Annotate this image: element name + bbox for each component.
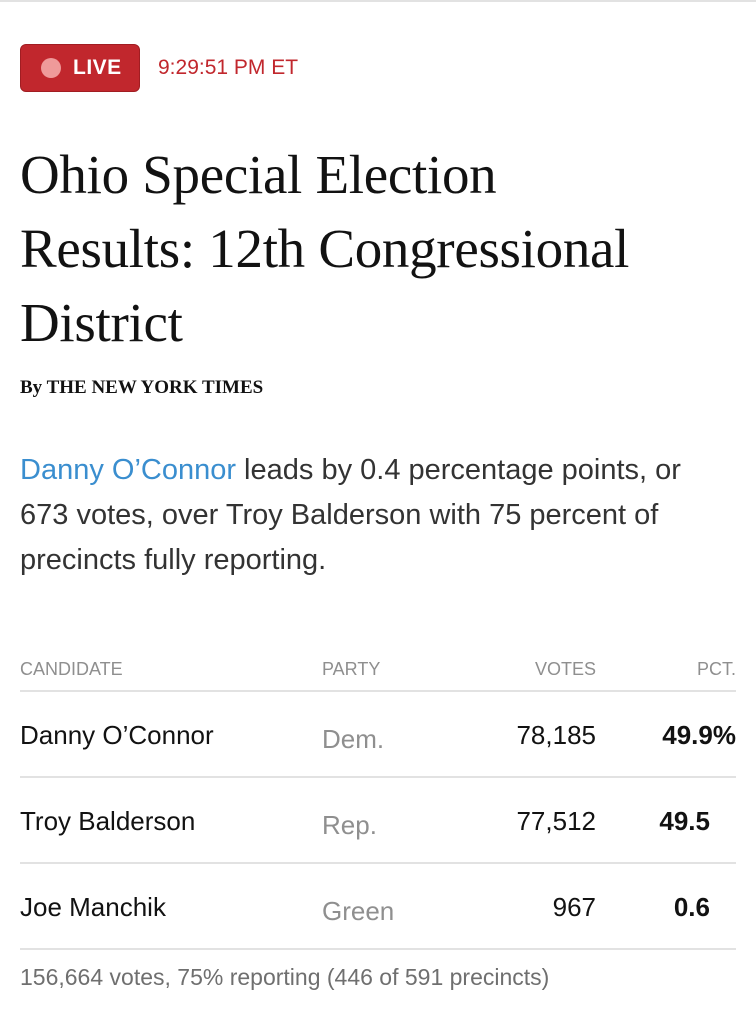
candidate-party: Dem. xyxy=(322,724,385,754)
live-badge[interactable]: LIVE xyxy=(20,44,140,92)
candidate-name: Danny O’Connor xyxy=(20,720,214,750)
candidate-votes: 967 xyxy=(552,892,596,922)
leader-link[interactable]: Danny O’Connor xyxy=(20,454,236,486)
candidate-pct: 0.6 xyxy=(673,892,710,922)
live-dot-icon xyxy=(41,58,61,78)
results-summary: Danny O’Connor leads by 0.4 percentage p… xyxy=(20,448,736,583)
candidate-party: Green xyxy=(322,896,395,926)
candidate-pct: 49.5 xyxy=(659,806,710,836)
results-table: CANDIDATE PARTY VOTES PCT. Danny O’Conno… xyxy=(20,650,736,950)
candidate-votes: 77,512 xyxy=(516,806,596,836)
candidate-name: Troy Balderson xyxy=(20,806,196,836)
header-votes: VOTES xyxy=(534,659,596,679)
live-label: LIVE xyxy=(73,56,122,79)
live-timestamp: 9:29:51 PM ET xyxy=(158,56,299,79)
live-status-row: LIVE 9:29:51 PM ET xyxy=(20,44,298,92)
page-title: Ohio Special Election Results: 12th Cong… xyxy=(20,144,630,353)
reporting-note: 156,664 votes, 75% reporting (446 of 591… xyxy=(20,964,550,990)
candidate-votes: 78,185 xyxy=(516,720,596,750)
top-divider xyxy=(0,0,756,2)
candidate-party: Rep. xyxy=(322,810,377,840)
summary-text: leads by 0.4 percentage points, or 673 v… xyxy=(20,454,681,576)
candidate-name: Joe Manchik xyxy=(20,892,166,922)
table-header-row: CANDIDATE PARTY VOTES PCT. xyxy=(20,650,736,692)
candidate-pct: 49.9% xyxy=(662,720,736,750)
header-candidate: CANDIDATE xyxy=(20,659,123,679)
byline: By THE NEW YORK TIMES xyxy=(20,377,264,398)
header-pct: PCT. xyxy=(696,659,736,679)
table-row: Danny O’Connor Dem. 78,185 49.9% xyxy=(20,692,736,778)
table-row: Troy Balderson Rep. 77,512 49.5 xyxy=(20,778,736,864)
header-party: PARTY xyxy=(322,659,381,679)
table-row: Joe Manchik Green 967 0.6 xyxy=(20,864,736,950)
